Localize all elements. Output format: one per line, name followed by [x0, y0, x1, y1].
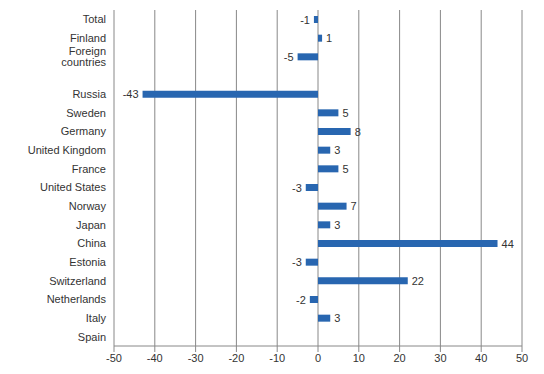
svg-text:1: 1: [326, 32, 332, 44]
svg-text:0: 0: [315, 352, 321, 364]
svg-text:40: 40: [475, 352, 487, 364]
svg-text:Switzerland: Switzerland: [49, 275, 106, 287]
svg-text:United States: United States: [40, 181, 107, 193]
svg-text:3: 3: [334, 312, 340, 324]
svg-text:Netherlands: Netherlands: [47, 293, 107, 305]
svg-text:-3: -3: [292, 182, 302, 194]
svg-text:5: 5: [342, 163, 348, 175]
svg-text:44: 44: [502, 238, 514, 250]
svg-text:Germany: Germany: [61, 125, 107, 137]
svg-text:3: 3: [334, 144, 340, 156]
svg-text:Estonia: Estonia: [69, 256, 107, 268]
svg-text:-1: -1: [300, 14, 310, 26]
svg-text:Japan: Japan: [76, 219, 106, 231]
svg-text:10: 10: [353, 352, 365, 364]
svg-text:5: 5: [342, 107, 348, 119]
svg-text:-43: -43: [123, 88, 139, 100]
svg-text:Sweden: Sweden: [66, 107, 106, 119]
svg-text:30: 30: [434, 352, 446, 364]
svg-text:Finland: Finland: [70, 32, 106, 44]
svg-text:-5: -5: [284, 51, 294, 63]
svg-text:-3: -3: [292, 256, 302, 268]
svg-text:-20: -20: [228, 352, 244, 364]
svg-text:8: 8: [355, 126, 361, 138]
svg-text:China: China: [77, 237, 107, 249]
svg-text:-50: -50: [106, 352, 122, 364]
svg-text:Spain: Spain: [78, 331, 106, 343]
svg-text:Total: Total: [83, 13, 106, 25]
svg-text:-2: -2: [296, 294, 306, 306]
svg-text:-40: -40: [147, 352, 163, 364]
svg-text:Foreigncountries: Foreigncountries: [61, 45, 106, 68]
svg-text:France: France: [72, 163, 106, 175]
svg-text:Norway: Norway: [69, 200, 107, 212]
svg-text:3: 3: [334, 219, 340, 231]
svg-text:22: 22: [412, 275, 424, 287]
svg-text:-30: -30: [188, 352, 204, 364]
svg-text:50: 50: [516, 352, 528, 364]
svg-text:Italy: Italy: [86, 312, 107, 324]
svg-text:7: 7: [351, 200, 357, 212]
svg-text:20: 20: [393, 352, 405, 364]
svg-text:Russia: Russia: [72, 88, 107, 100]
svg-text:-10: -10: [269, 352, 285, 364]
svg-text:United Kingdom: United Kingdom: [28, 144, 106, 156]
